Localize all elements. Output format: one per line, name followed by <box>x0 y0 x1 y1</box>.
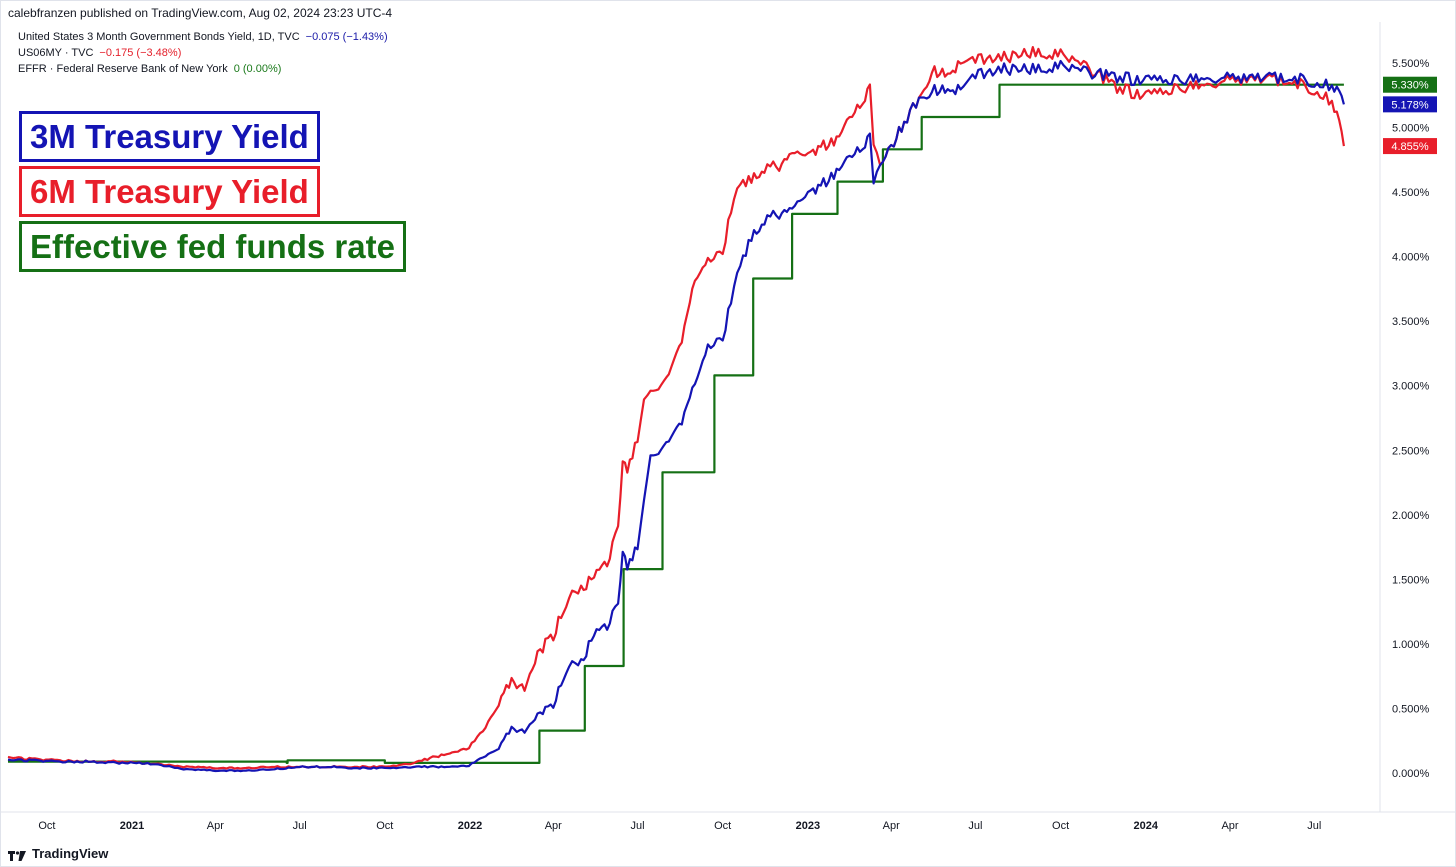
y-tick-label: 3.000% <box>1392 381 1430 393</box>
x-tick-label: Jul <box>293 820 307 832</box>
title-6m-treasury: 6M Treasury Yield <box>19 166 320 217</box>
x-tick-label: 2021 <box>120 820 144 832</box>
last-value-text-2: 5.330% <box>1391 80 1429 92</box>
x-tick-label: 2022 <box>458 820 482 832</box>
publisher-line: calebfranzen published on TradingView.co… <box>8 6 393 20</box>
title-effr: Effective fed funds rate <box>19 221 406 272</box>
title-3m-treasury: 3M Treasury Yield <box>19 111 320 162</box>
series-line-2[interactable] <box>8 83 1344 764</box>
y-tick-label: 4.000% <box>1392 252 1430 264</box>
y-tick-label: 5.500% <box>1392 58 1430 70</box>
series-line-1[interactable] <box>7 46 1345 770</box>
x-tick-label: Apr <box>545 820 562 832</box>
legend-row-effr[interactable]: EFFR · Federal Reserve Bank of New York 0… <box>18 63 281 75</box>
x-tick-label: Jul <box>630 820 644 832</box>
legend-change-effr: 0 (0.00%) <box>233 63 282 75</box>
x-tick-label: Apr <box>1221 820 1238 832</box>
legend-name-6m: US06MY · TVC <box>18 47 94 59</box>
tradingview-logo-icon <box>8 849 26 861</box>
tradingview-footer[interactable]: TradingView <box>8 846 108 861</box>
last-value-badge-0: 5.178% <box>1383 96 1437 113</box>
legend-name-3m: United States 3 Month Government Bonds Y… <box>18 31 300 43</box>
x-tick-labels: Oct 2021 Apr Jul Oct 2022 Apr Jul Oct 2023 Apr Jul O… <box>38 820 1321 832</box>
x-tick-label: Apr <box>207 820 224 832</box>
x-tick-label: 2023 <box>796 820 820 832</box>
legend-change-3m: −0.075 (−1.43%) <box>305 31 388 43</box>
legend-change-6m: −0.175 (−3.48%) <box>99 47 182 59</box>
x-tick-label: Oct <box>376 820 393 832</box>
x-tick-label: Oct <box>1052 820 1069 832</box>
tradingview-brand: TradingView <box>32 846 109 861</box>
x-tick-label: Oct <box>38 820 55 832</box>
last-value-badge-1: 4.855% <box>1383 138 1437 155</box>
last-value-text-0: 5.178% <box>1391 99 1429 111</box>
y-tick-label: 0.500% <box>1392 704 1430 716</box>
last-value-badge-2: 5.330% <box>1383 76 1437 93</box>
y-tick-labels: 5.500% 5.000% 4.500% 4.000% 3.500% 3.000% 2.50… <box>1392 58 1430 780</box>
legend-name-effr: EFFR · Federal Reserve Bank of New York <box>18 63 228 75</box>
y-tick-label: 1.500% <box>1392 574 1430 586</box>
y-tick-label: 2.000% <box>1392 510 1430 522</box>
y-tick-label: 5.000% <box>1392 122 1430 134</box>
last-value-labels: 5.330% 4.855% 5.178% <box>1383 76 1437 155</box>
y-tick-label: 1.000% <box>1392 639 1430 651</box>
x-tick-label: Jul <box>968 820 982 832</box>
legend-row-6m[interactable]: US06MY · TVC −0.175 (−3.48%) <box>18 47 181 59</box>
series-layer <box>7 46 1345 773</box>
x-tick-label: Oct <box>714 820 731 832</box>
series-line-0[interactable] <box>7 59 1345 773</box>
y-tick-label: 0.000% <box>1392 768 1430 780</box>
y-tick-label: 4.500% <box>1392 187 1430 199</box>
y-tick-label: 2.500% <box>1392 445 1430 457</box>
last-value-text-1: 4.855% <box>1391 141 1429 153</box>
x-tick-label: 2024 <box>1134 820 1159 832</box>
legend-row-3m[interactable]: United States 3 Month Government Bonds Y… <box>18 31 388 43</box>
x-tick-label: Apr <box>883 820 900 832</box>
x-tick-label: Jul <box>1307 820 1321 832</box>
y-tick-label: 3.500% <box>1392 316 1430 328</box>
